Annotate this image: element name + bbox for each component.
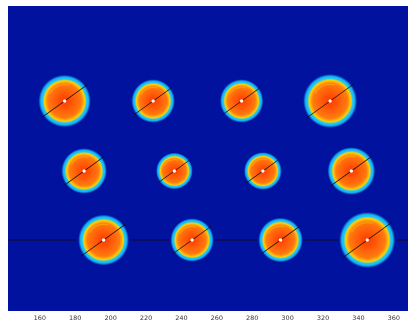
spot [154,150,195,192]
x-axis-ticks: 160 180 200 220 240 260 280 300 320 340 360 [34,314,400,322]
x-tick-label: 260 [211,314,223,322]
spot-inner-arc [179,226,197,235]
center-marker [240,99,244,103]
center-marker [365,238,369,242]
x-tick-label: 180 [69,314,81,322]
spot-inner-arc [70,156,89,165]
center-marker [278,238,283,242]
center-marker [328,99,332,103]
center-marker [190,238,194,242]
spot [336,208,399,272]
spot-inner-arc [267,225,285,235]
center-marker [82,169,86,173]
center-marker [349,169,353,173]
center-marker [151,99,155,103]
spot-inner-arc [229,87,246,96]
spot [300,71,360,131]
spot [241,150,284,192]
spot-inner-arc [314,83,336,94]
x-tick-label: 240 [175,314,187,322]
center-marker [101,238,106,242]
x-tick-label: 220 [140,314,152,322]
x-tick-label: 160 [34,314,46,322]
spot [35,72,94,130]
spot-inner-arc [88,223,109,234]
center-marker [63,99,67,103]
x-tick-label: 360 [388,314,400,322]
spot [324,144,378,198]
x-tick-label: 280 [246,314,258,322]
spot [217,76,266,126]
spot-inner-arc [163,159,178,167]
x-tick-label: 300 [281,314,293,322]
spot-inner-arc [351,222,373,233]
spot [255,215,306,265]
spot [129,76,178,126]
x-tick-label: 320 [317,314,329,322]
center-marker [261,169,265,173]
spot [168,215,217,265]
center-marker [172,169,176,173]
x-tick-label: 200 [104,314,116,322]
spot [75,211,132,269]
spots-layer [35,71,399,272]
spot-inner-arc [140,87,158,96]
spot-inner-arc [49,84,70,94]
x-tick-label: 340 [352,314,364,322]
spot [58,145,110,197]
spot-inner-arc [251,158,267,167]
spot-inner-arc [337,155,356,165]
